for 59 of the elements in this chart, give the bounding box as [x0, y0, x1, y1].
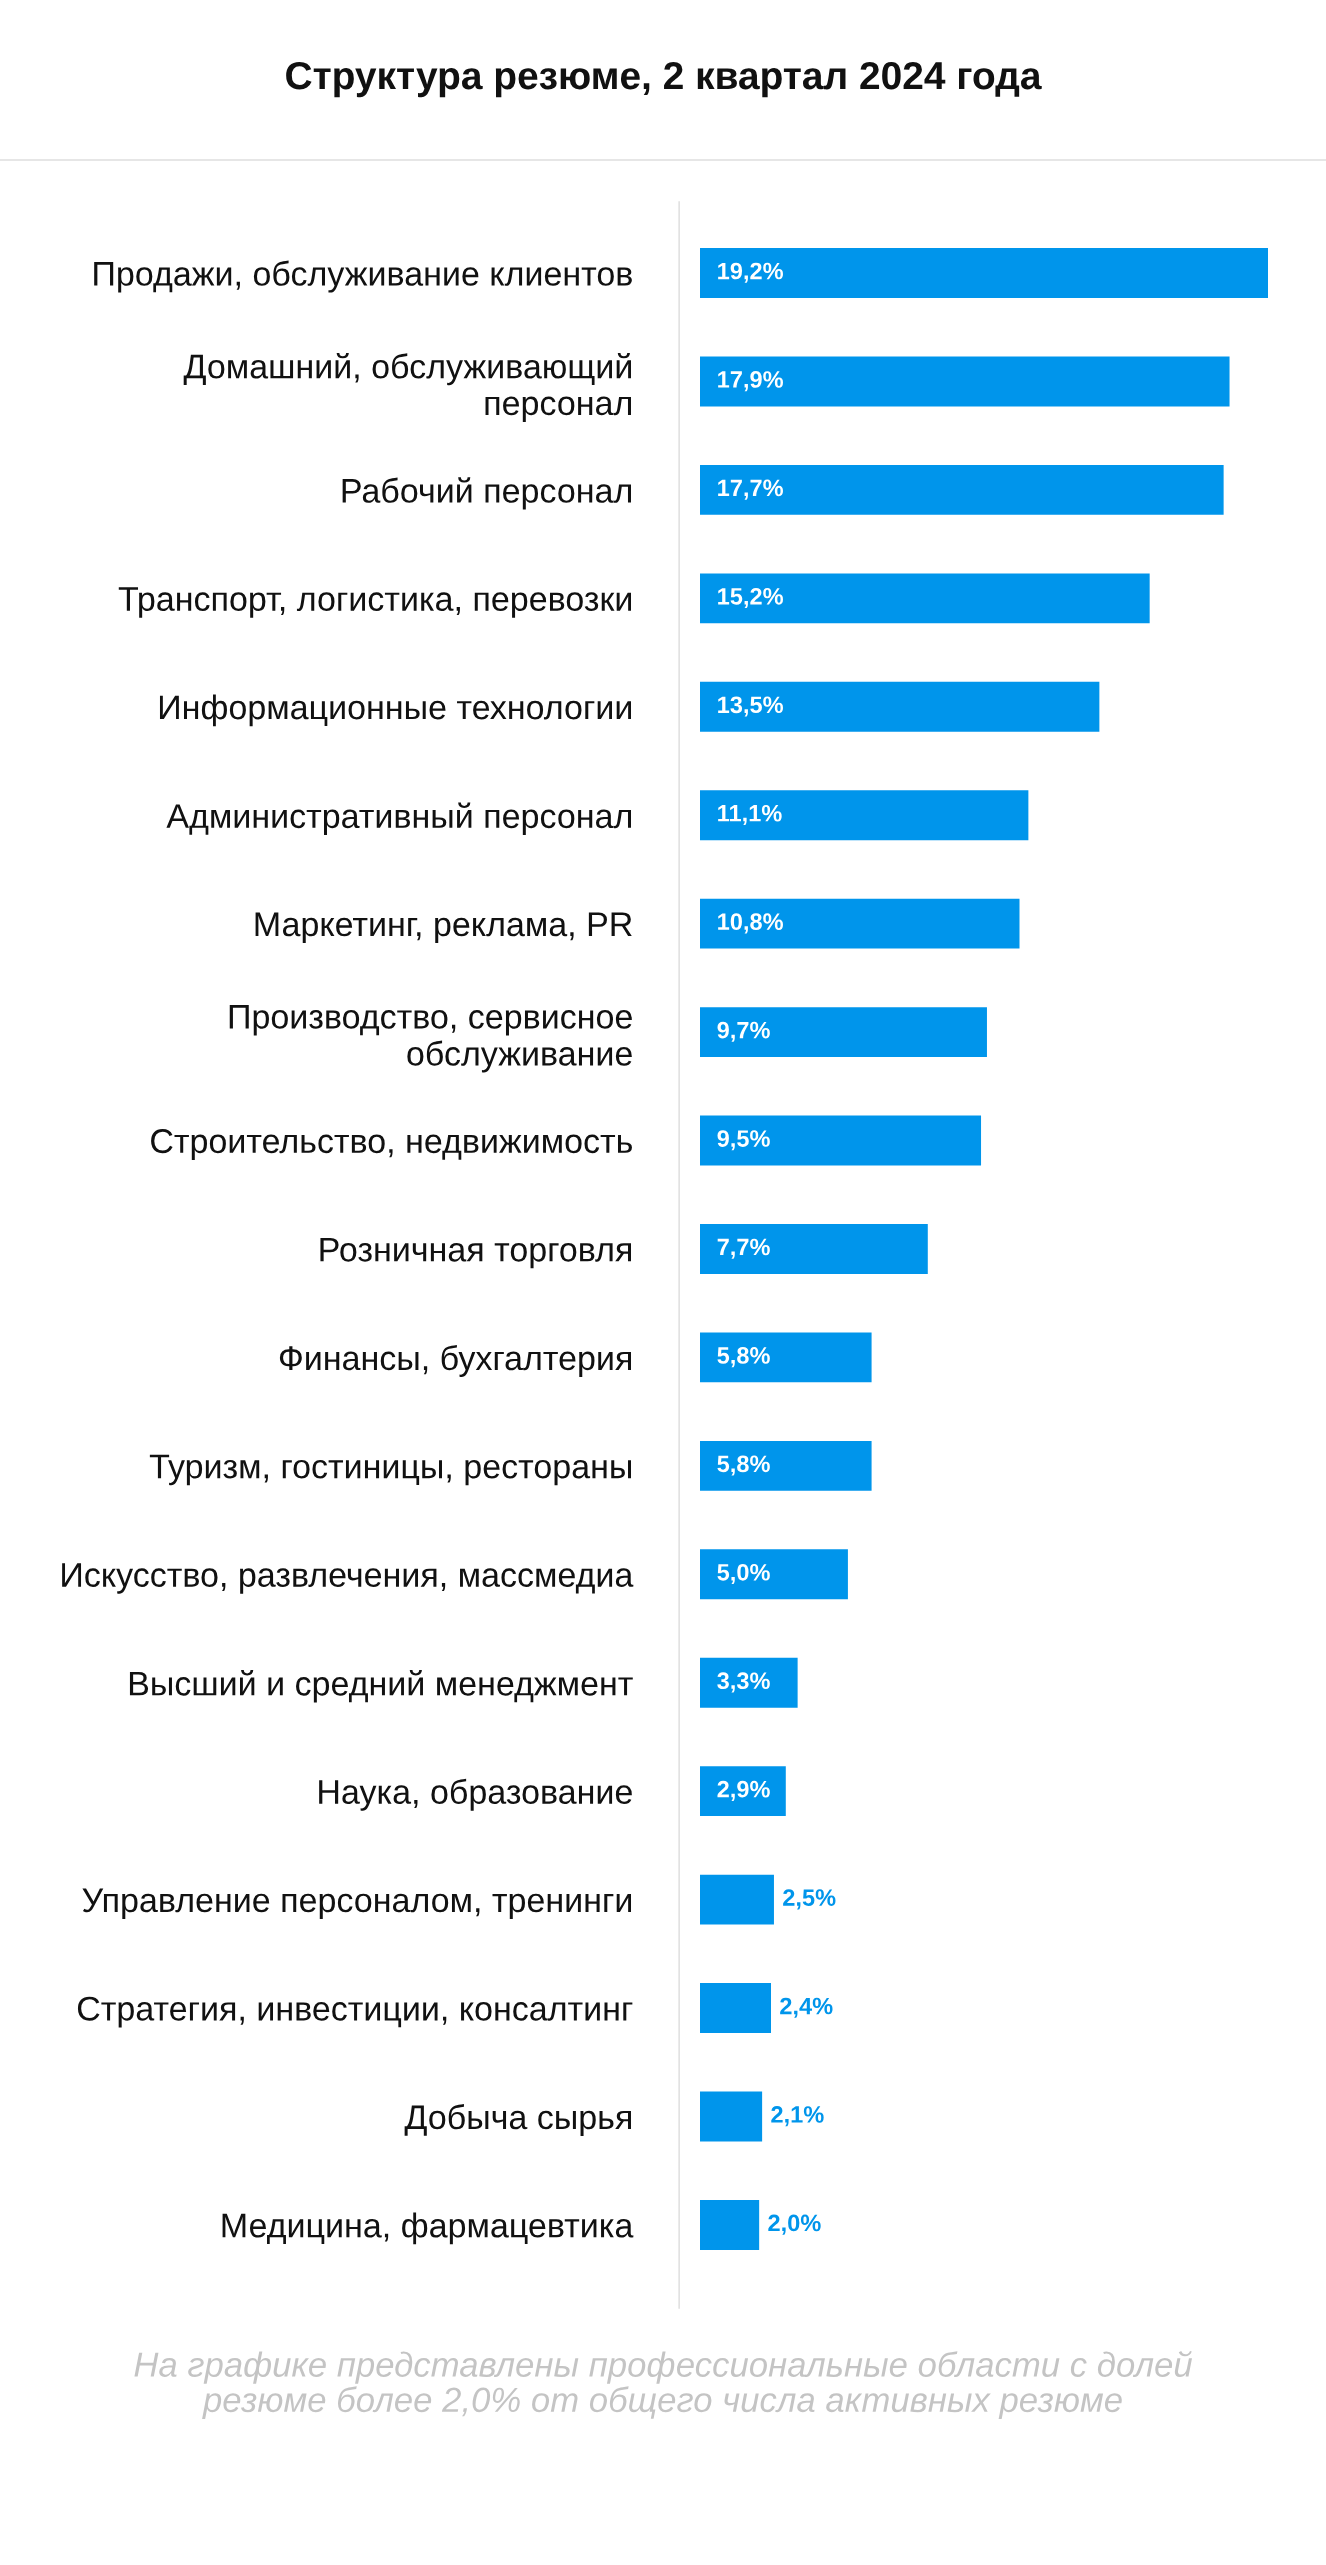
data-label: 17,9% [718, 371, 783, 392]
bar [700, 790, 1029, 841]
data-label: 2,1% [771, 2106, 824, 2127]
y-tick-label: Добыча сырья [404, 2104, 631, 2137]
bar [700, 1007, 987, 1058]
bar [700, 2091, 763, 2142]
y-tick-label: Продажи, обслуживание клиентов [94, 260, 632, 293]
y-tick-label: Розничная торговля [320, 1237, 631, 1269]
bar [700, 1224, 928, 1274]
bar [700, 1874, 774, 1925]
data-label: 2,9% [717, 1780, 770, 1801]
data-label: 2,0% [768, 2214, 821, 2235]
y-tick-label: Туризм, гостиницы, рестораны [149, 1454, 631, 1486]
bar [700, 1766, 786, 1817]
y-tick-label: Строительство, недвижимость [151, 1129, 632, 1160]
bar [700, 2199, 760, 2250]
bar [700, 248, 1268, 298]
bar [700, 898, 1020, 949]
data-label: 5,8% [717, 1347, 770, 1368]
bar [700, 1983, 771, 2033]
y-tick-label: Транспорт, логистика, перевозки [118, 587, 631, 618]
chart-title: Структура резюме, 2 квартал 2024 года [286, 61, 1042, 98]
y-tick-label: Административный персонал [166, 802, 631, 835]
data-label: 19,2% [718, 262, 783, 283]
bar [700, 1549, 848, 1600]
bar [700, 1440, 872, 1491]
data-label: 9,5% [717, 1130, 770, 1151]
data-label: 10,8% [718, 913, 783, 934]
y-tick-label: Маркетинг, реклама, PR [255, 912, 632, 944]
data-label: 3,3% [717, 1672, 770, 1693]
y-tick-label: Стратегия, инвестиции, консалтинг [77, 1996, 633, 2028]
data-label: 13,5% [718, 696, 783, 717]
data-label: 2,5% [783, 1889, 836, 1910]
data-label: 9,7% [717, 1021, 770, 1042]
bar [700, 356, 1230, 407]
bar [700, 573, 1150, 624]
bar [700, 681, 1100, 732]
data-label: 2,4% [780, 1997, 833, 2018]
y-tick-label: Финансы, бухгалтерия [279, 1344, 631, 1377]
data-label: 5,8% [717, 1455, 770, 1476]
data-label: 17,7% [718, 479, 783, 500]
y-tick-label: Производство, сервисное обслуживание [229, 1005, 632, 1073]
text: На графике представлены профессиональные области с долей резюме более 2,0% от общего числа активных резюме [134, 2350, 1192, 2420]
y-tick-label: Информационные технологии [159, 694, 631, 727]
y-tick-label: Искусство, развлечения, массмедиа [62, 1563, 634, 1594]
bar [700, 1657, 798, 1708]
y-tick-label: Высший и средний менеджмент [129, 1670, 633, 1703]
y-tick-label: Домашний, обслуживающий персонал [183, 352, 631, 422]
data-label: 5,0% [717, 1563, 770, 1585]
y-tick-label: Медицина, фармацевтика [222, 2212, 634, 2245]
y-tick-label: Рабочий персонал [342, 477, 631, 510]
data-label: 11,1% [718, 804, 782, 825]
bar [700, 1332, 872, 1383]
data-label: 15,2% [718, 587, 783, 609]
data-label: 7,7% [717, 1238, 770, 1259]
y-tick-label: Управление персоналом, тренинги [82, 1888, 632, 1920]
y-tick-label: Наука, образование [319, 1778, 632, 1811]
bar [700, 464, 1224, 515]
bar [700, 1115, 982, 1166]
